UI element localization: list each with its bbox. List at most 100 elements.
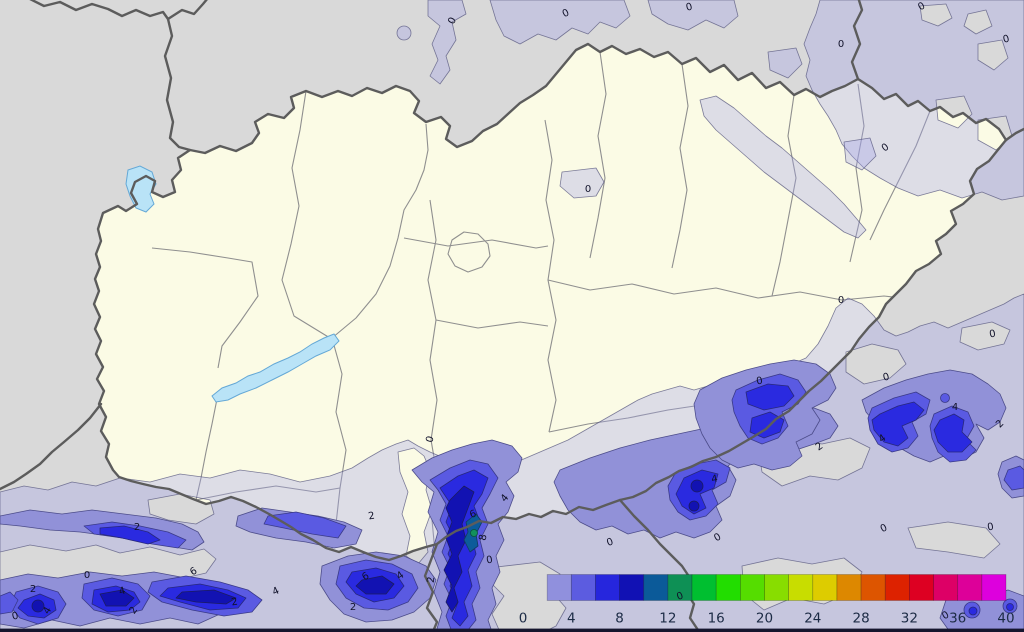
- legend-segment-38-40: [981, 574, 1007, 601]
- county-line: [403, 237, 549, 249]
- contour-label: 0: [446, 16, 459, 26]
- contour-label: 8: [478, 533, 490, 541]
- border-line: [423, 542, 439, 632]
- contour-region: [470, 529, 478, 537]
- legend-tick-label: 32: [901, 611, 918, 627]
- legend-segment-2-4: [546, 574, 572, 601]
- lake-balaton: [211, 333, 340, 403]
- legend-segment-4-6: [570, 574, 596, 601]
- county-line: [771, 94, 797, 297]
- contour-label: 0: [916, 0, 927, 13]
- contour-label: 4: [952, 402, 958, 413]
- contour-region: [1003, 465, 1024, 491]
- contour-label: 0: [675, 590, 685, 603]
- border-line: [0, 402, 103, 491]
- contour-label: 4: [710, 474, 718, 486]
- contour-region: [396, 25, 412, 41]
- contour-label: 2: [128, 605, 141, 617]
- border-line: [618, 498, 700, 632]
- contour-label: 4: [271, 585, 281, 598]
- legend-tick-label: 16: [708, 611, 725, 627]
- contour-region: [968, 606, 978, 616]
- legend-segment-26-28: [836, 574, 862, 601]
- legend-segment-18-20: [739, 574, 765, 601]
- contour-region: [31, 599, 45, 613]
- legend-segment-6-8: [595, 574, 620, 601]
- contour-label: 4: [877, 433, 889, 446]
- county-line: [151, 247, 259, 369]
- legend-segment-24-26: [812, 574, 838, 601]
- legend-segment-30-32: [884, 574, 910, 601]
- contour-region: [1006, 603, 1014, 611]
- contour-label: 0: [561, 7, 571, 20]
- legend-tick-label: 24: [804, 611, 821, 627]
- legend-segment-28-30: [860, 574, 886, 601]
- county-line-budapest: [447, 231, 491, 273]
- contour-label: 0: [485, 555, 493, 567]
- border-line: [29, 0, 208, 21]
- contour-label: 0: [605, 536, 615, 549]
- contour-label: 0: [986, 522, 994, 534]
- contour-region: [688, 500, 700, 512]
- precip-level-8-10: [31, 479, 704, 613]
- contour-label: 6: [468, 508, 478, 521]
- legend-tick-label: 40: [997, 611, 1014, 627]
- contour-region: [647, 0, 739, 31]
- border-line: [1004, 127, 1024, 142]
- legend-segment-10-12: [643, 574, 669, 601]
- contour-label: 0: [712, 531, 723, 544]
- contour-region: [933, 413, 973, 453]
- county-line: [195, 393, 219, 501]
- contour-label: 2: [350, 602, 356, 613]
- legend-segment-20-22: [764, 574, 789, 601]
- contour-label: 2: [814, 441, 826, 454]
- contour-label: 0: [988, 329, 996, 341]
- legend-tick-label: 28: [853, 611, 870, 627]
- legend-segment-34-36: [933, 574, 959, 601]
- contour-label: 0: [838, 295, 844, 306]
- contour-region: [175, 589, 237, 605]
- contour-label: 0: [838, 39, 844, 50]
- contour-label: 0: [882, 371, 891, 383]
- contour-region: [263, 511, 347, 539]
- county-line: [281, 90, 331, 339]
- contour-label: 4: [395, 570, 407, 583]
- contour-label: 2: [367, 511, 375, 523]
- contour-region: [427, 0, 467, 85]
- contour-label: 2: [426, 576, 438, 583]
- contour-region: [871, 401, 925, 447]
- county-line: [195, 485, 341, 501]
- contour-label: 2: [230, 597, 238, 609]
- border-line: [163, 17, 192, 152]
- contour-region: [99, 525, 161, 545]
- contour-region: [690, 479, 704, 493]
- contour-label: 0: [585, 184, 591, 195]
- contour-label: 0: [1002, 33, 1011, 45]
- precip-level-12-14: [470, 529, 478, 537]
- legend-segment-22-24: [788, 574, 814, 601]
- legend-ticks: 0 4 8 12 16 20 24 28 32 36 40: [519, 611, 1015, 627]
- contour-label: 0: [879, 522, 889, 535]
- contour-region: [489, 0, 631, 45]
- contour-region: [99, 589, 135, 607]
- contour-label: 0: [880, 142, 892, 155]
- legend-segment-16-18: [715, 574, 741, 601]
- contour-label: 0: [84, 570, 90, 581]
- county-line: [671, 63, 689, 269]
- contour-region: [940, 393, 950, 403]
- legend-segment-14-16: [691, 574, 717, 601]
- border-line: [850, 0, 864, 81]
- bottom-bar: [0, 628, 1024, 632]
- contour-region: [355, 575, 395, 595]
- contour-label: 6: [188, 565, 199, 578]
- county-line: [435, 319, 549, 329]
- contour-region: [0, 591, 19, 615]
- county-line: [589, 51, 607, 259]
- legend-tick-label: 8: [615, 611, 624, 627]
- legend-tick-label: 36: [949, 611, 966, 627]
- legend-tick-label: 20: [756, 611, 773, 627]
